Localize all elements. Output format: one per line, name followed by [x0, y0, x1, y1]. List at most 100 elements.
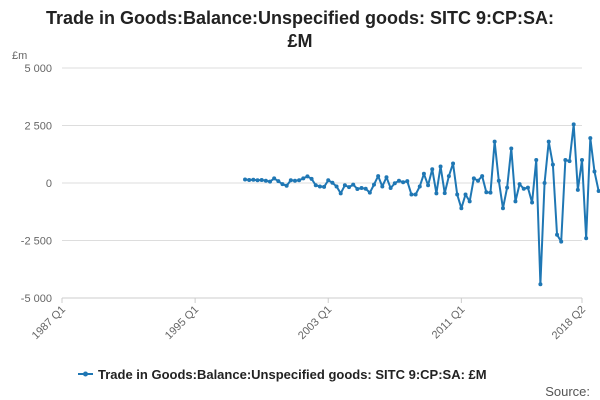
data-point — [401, 180, 406, 185]
chart-title-line-1: Trade in Goods:Balance:Unspecified goods… — [46, 8, 554, 28]
data-point — [546, 139, 551, 144]
data-point — [446, 174, 451, 179]
x-tick-label: 1987 Q1 — [30, 304, 68, 342]
data-point — [534, 158, 539, 162]
data-point — [380, 184, 385, 189]
data-point — [550, 162, 555, 167]
y-axis-labels: 5 000 2 500 0 -2 500 -5 000 — [21, 63, 52, 305]
data-point — [297, 178, 302, 183]
data-point — [272, 176, 277, 181]
x-tick-label: 2018 Q2 — [550, 304, 588, 342]
data-point — [530, 200, 535, 205]
x-tick-label: 2003 Q1 — [296, 304, 334, 342]
data-point — [322, 184, 327, 189]
legend[interactable]: Trade in Goods:Balance:Unspecified goods… — [78, 367, 487, 382]
data-point — [588, 136, 593, 141]
x-tick-label: 1995 Q1 — [163, 304, 201, 342]
data-point — [288, 178, 293, 183]
data-point — [372, 182, 376, 187]
data-point — [542, 181, 547, 185]
data-point — [488, 190, 493, 195]
data-point — [417, 184, 422, 189]
data-point — [292, 178, 297, 183]
data-point — [255, 178, 260, 183]
data-point — [467, 199, 472, 204]
data-point — [592, 169, 597, 174]
data-point — [596, 189, 600, 194]
data-point — [584, 236, 589, 241]
data-point — [247, 178, 252, 183]
chart-title: Trade in Goods:Balance:Unspecified goods… — [46, 8, 554, 51]
data-point — [317, 184, 322, 189]
data-point — [559, 239, 564, 244]
data-point — [480, 174, 485, 179]
data-point — [284, 183, 289, 188]
data-point — [280, 182, 285, 187]
data-point — [251, 177, 256, 182]
data-point — [496, 178, 501, 183]
data-point — [563, 158, 568, 162]
data-point — [492, 139, 497, 144]
data-point — [309, 176, 314, 181]
data-point — [471, 176, 476, 181]
y-tick-label: 0 — [46, 178, 52, 190]
data-point — [396, 178, 401, 183]
data-point — [451, 161, 456, 166]
data-point — [338, 191, 343, 196]
x-tick-label: 2011 Q1 — [430, 304, 468, 342]
data-point — [521, 186, 526, 191]
data-point — [330, 180, 335, 185]
data-point — [476, 178, 480, 183]
data-point — [355, 186, 360, 191]
data-point — [505, 185, 510, 190]
y-tick-label: -2 500 — [21, 236, 52, 248]
legend-marker-icon — [83, 371, 88, 377]
data-point — [426, 183, 431, 188]
data-point — [567, 159, 572, 164]
data-point — [409, 192, 414, 197]
data-point — [484, 190, 489, 195]
data-point — [517, 182, 522, 187]
data-point — [263, 178, 268, 183]
series-line — [244, 123, 600, 286]
data-point — [376, 174, 381, 179]
data-point — [388, 186, 393, 191]
data-point — [580, 158, 584, 162]
data-point — [438, 164, 443, 169]
grid — [62, 67, 582, 299]
data-point — [434, 191, 439, 196]
data-point — [421, 171, 426, 176]
data-point — [455, 192, 460, 197]
data-point — [509, 146, 514, 151]
data-point — [392, 181, 397, 186]
data-point — [259, 178, 264, 183]
data-point — [359, 186, 364, 191]
data-point — [334, 184, 339, 189]
data-point — [367, 190, 372, 195]
data-point — [268, 179, 272, 184]
data-point — [430, 167, 435, 172]
data-point — [313, 183, 318, 188]
data-point — [525, 185, 530, 190]
y-tick-label: 2 500 — [24, 121, 52, 133]
data-point — [538, 282, 543, 287]
data-point — [243, 177, 248, 182]
legend-label: Trade in Goods:Balance:Unspecified goods… — [98, 367, 487, 382]
data-point — [351, 182, 356, 187]
chart-title-line-2: £M — [287, 31, 312, 51]
data-point — [405, 179, 410, 184]
data-point — [513, 199, 518, 204]
source-text: Source: — [545, 384, 590, 399]
data-point — [500, 206, 505, 211]
data-point — [555, 232, 560, 237]
series-group — [243, 122, 600, 287]
data-point — [301, 176, 306, 181]
data-point — [575, 187, 580, 192]
data-point — [305, 174, 310, 179]
data-point — [463, 192, 468, 197]
data-point — [363, 186, 368, 191]
data-point — [384, 175, 389, 180]
data-point — [442, 191, 447, 196]
data-point — [459, 206, 464, 211]
